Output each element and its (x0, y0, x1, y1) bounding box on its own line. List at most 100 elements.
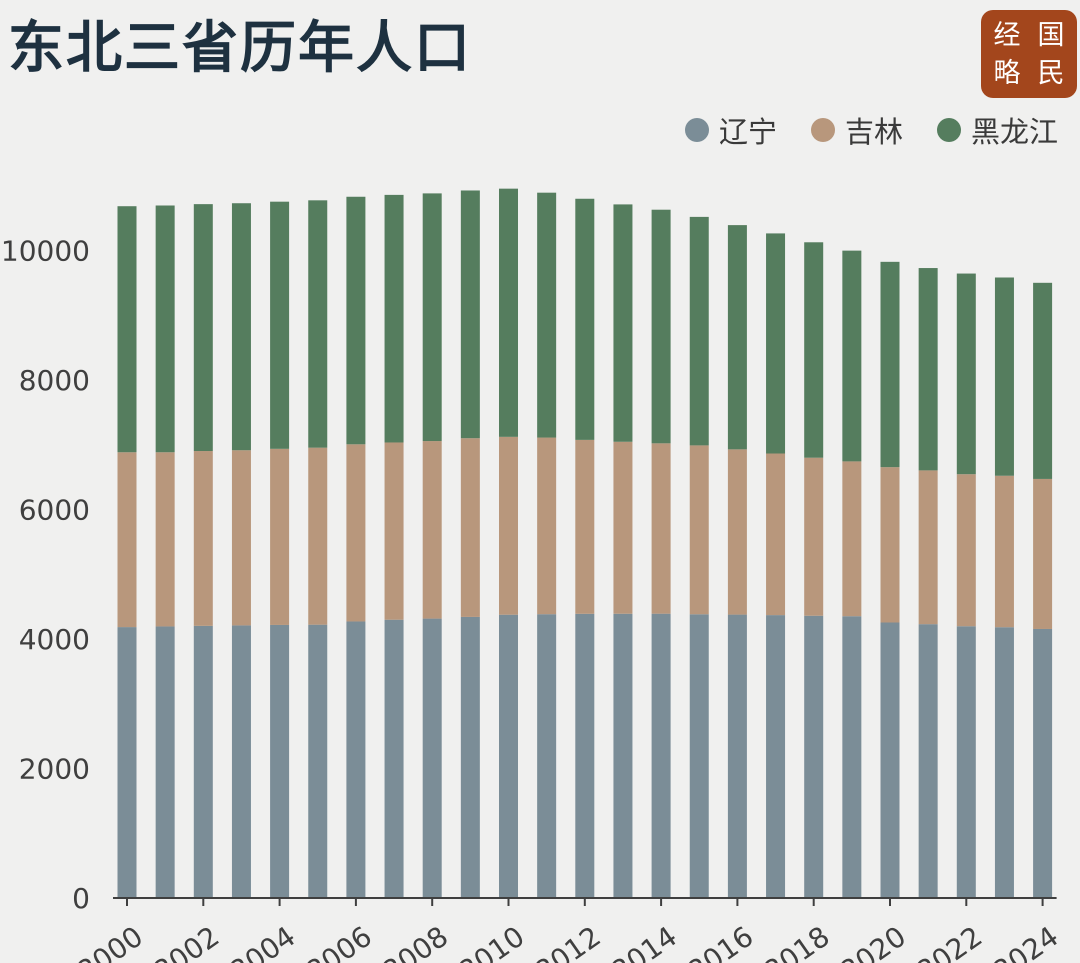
bar-2018-series-0[interactable] (804, 615, 824, 898)
x-tick-label: 2012 (529, 920, 606, 963)
bar-2007-series-0[interactable] (384, 619, 404, 898)
bar-2017-series-0[interactable] (766, 615, 786, 898)
bar-2020-series-1[interactable] (880, 467, 900, 623)
bar-2006-series-0[interactable] (346, 621, 366, 898)
bar-2021-series-2[interactable] (918, 268, 938, 471)
bar-2009-series-2[interactable] (460, 190, 480, 439)
bar-2022-series-0[interactable] (956, 626, 976, 898)
legend-item-heilongjiang[interactable]: 黑龙江 (936, 109, 1058, 151)
x-tick-label: 2024 (987, 920, 1064, 963)
x-tick-label: 2022 (911, 920, 988, 963)
bar-2012-series-0[interactable] (575, 613, 595, 898)
bar-2006-series-1[interactable] (346, 444, 366, 622)
bar-2005-series-0[interactable] (308, 624, 328, 898)
bar-2009-series-0[interactable] (460, 616, 480, 898)
bar-2016-series-2[interactable] (727, 225, 747, 450)
legend: 辽宁 吉林 黑龙江 (684, 109, 1058, 151)
y-axis: 0 2000 4000 6000 8000 10000 (1, 235, 90, 916)
bar-2008-series-2[interactable] (422, 193, 442, 442)
bar-2009-series-1[interactable] (460, 438, 480, 617)
bar-2013-series-2[interactable] (613, 204, 633, 442)
bar-2024-series-1[interactable] (1033, 478, 1053, 629)
bar-2011-series-0[interactable] (537, 614, 557, 898)
bars-group (117, 188, 1053, 898)
bar-2000-series-0[interactable] (117, 627, 137, 898)
bar-2023-series-1[interactable] (994, 475, 1014, 628)
bar-2003-series-1[interactable] (231, 450, 251, 626)
bar-2013-series-1[interactable] (613, 441, 633, 614)
bar-2014-series-2[interactable] (651, 209, 671, 444)
bar-2011-series-2[interactable] (537, 192, 557, 438)
legend-label: 黑龙江 (970, 115, 1058, 149)
legend-item-liaoning[interactable]: 辽宁 (684, 109, 777, 151)
bar-2012-series-2[interactable] (575, 198, 595, 440)
bar-2002-series-1[interactable] (193, 451, 213, 626)
bar-2010-series-2[interactable] (499, 188, 518, 437)
bar-2019-series-0[interactable] (842, 616, 862, 898)
bar-2021-series-1[interactable] (918, 470, 938, 625)
bar-2019-series-1[interactable] (842, 461, 862, 617)
bar-2014-series-0[interactable] (651, 613, 671, 898)
y-tick-label: 0 (72, 882, 90, 915)
bar-2014-series-1[interactable] (651, 443, 671, 614)
bar-2018-series-1[interactable] (804, 457, 824, 616)
bar-2018-series-2[interactable] (804, 242, 824, 458)
bar-2005-series-2[interactable] (308, 200, 328, 448)
bar-2010-series-0[interactable] (499, 614, 518, 898)
bar-2004-series-2[interactable] (270, 201, 290, 449)
bar-2016-series-0[interactable] (727, 614, 747, 898)
bar-2020-series-0[interactable] (880, 622, 900, 898)
x-tick-label: 2008 (377, 920, 454, 963)
bar-2013-series-0[interactable] (613, 613, 633, 898)
bar-2016-series-1[interactable] (727, 449, 747, 615)
x-tick-label: 2016 (682, 920, 759, 963)
bar-2015-series-2[interactable] (689, 216, 709, 446)
logo-char: 民 (1037, 57, 1065, 89)
bar-2023-series-0[interactable] (994, 627, 1014, 898)
x-tick-label: 2010 (453, 920, 530, 963)
bar-2000-series-1[interactable] (117, 452, 137, 628)
bar-2005-series-1[interactable] (308, 447, 328, 625)
bar-2008-series-1[interactable] (422, 441, 442, 619)
y-tick-label: 10000 (1, 235, 90, 268)
bar-2007-series-2[interactable] (384, 194, 404, 443)
bar-2015-series-1[interactable] (689, 445, 709, 615)
bar-2017-series-1[interactable] (766, 453, 786, 616)
bar-2010-series-1[interactable] (499, 436, 518, 615)
bar-2002-series-0[interactable] (193, 625, 213, 898)
bar-2004-series-1[interactable] (270, 448, 290, 625)
bar-2019-series-2[interactable] (842, 250, 862, 462)
bar-2002-series-2[interactable] (193, 204, 213, 452)
bar-2020-series-2[interactable] (880, 261, 900, 468)
bar-2001-series-0[interactable] (155, 626, 175, 898)
bar-2015-series-0[interactable] (689, 614, 709, 898)
bar-2022-series-2[interactable] (956, 273, 976, 475)
bar-2024-series-0[interactable] (1033, 628, 1053, 898)
bar-2006-series-2[interactable] (346, 196, 366, 445)
bar-2001-series-2[interactable] (155, 205, 175, 453)
bar-2003-series-2[interactable] (231, 203, 251, 451)
x-tick-label: 2006 (301, 920, 378, 963)
bar-2004-series-0[interactable] (270, 624, 290, 898)
chart-title: 东北三省历年人口 (8, 16, 472, 81)
x-tick-label: 2018 (758, 920, 835, 963)
bar-2000-series-2[interactable] (117, 206, 137, 453)
bar-2008-series-0[interactable] (422, 618, 442, 898)
y-tick-label: 8000 (19, 364, 90, 397)
legend-item-jilin[interactable]: 吉林 (810, 109, 903, 151)
bar-2024-series-2[interactable] (1033, 282, 1053, 479)
y-tick-label: 6000 (19, 494, 90, 527)
x-axis: 2000200220042006200820102012201420162018… (72, 897, 1065, 963)
bar-2017-series-2[interactable] (766, 233, 786, 454)
bar-2021-series-0[interactable] (918, 624, 938, 898)
bar-2001-series-1[interactable] (155, 452, 175, 627)
bar-2012-series-1[interactable] (575, 439, 595, 614)
legend-dot-icon (684, 118, 709, 142)
bar-2007-series-1[interactable] (384, 442, 404, 620)
bar-2003-series-0[interactable] (231, 625, 251, 898)
legend-dot-icon (810, 118, 835, 142)
bar-2023-series-2[interactable] (994, 277, 1014, 476)
bar-2011-series-1[interactable] (537, 437, 557, 615)
bar-2022-series-1[interactable] (956, 474, 976, 627)
